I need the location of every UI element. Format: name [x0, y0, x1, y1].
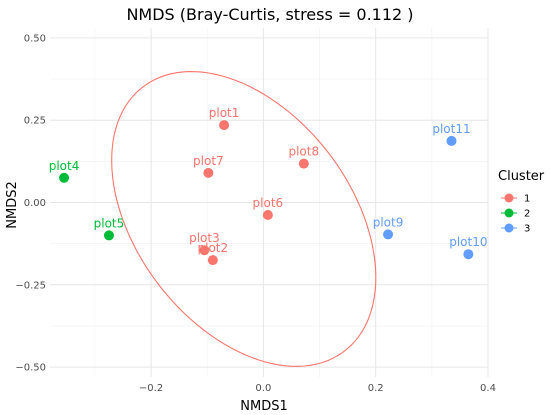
point-plot5 — [103, 230, 114, 241]
point-plot2 — [207, 255, 218, 266]
y-tick-label: 0.50 — [24, 33, 46, 44]
legend-key-point — [504, 208, 514, 218]
legend-entries: 1 2 3 — [501, 193, 530, 235]
point-label-plot3: plot3 — [189, 231, 220, 245]
y-tick-label: −0.50 — [15, 363, 46, 374]
x-tick-label: 0.2 — [368, 383, 384, 394]
ellipse-layer — [111, 71, 377, 367]
points-layer — [59, 120, 474, 266]
y-tick-label: −0.25 — [15, 280, 46, 291]
x-tick-label: 0.0 — [255, 383, 271, 394]
point-label-plot8: plot8 — [288, 145, 319, 159]
y-axis-title: NMDS2 — [5, 181, 20, 228]
y-tick-label: 0.25 — [24, 116, 46, 127]
point-label-plot2: plot2 — [198, 241, 229, 255]
x-tick-label: −0.2 — [139, 383, 163, 394]
legend-key-point — [504, 223, 514, 233]
point-plot11 — [446, 135, 457, 146]
point-label-plot9: plot9 — [373, 215, 404, 229]
point-label-plot11: plot11 — [432, 122, 470, 136]
x-tick-labels: −0.2 0.0 0.2 0.4 — [139, 383, 496, 394]
y-tick-labels: −0.50 −0.25 0.00 0.25 0.50 — [15, 33, 46, 373]
point-label-plot1: plot1 — [209, 106, 240, 120]
legend-title: Cluster — [498, 169, 545, 184]
point-label-plot4: plot4 — [49, 159, 80, 173]
point-plot3 — [199, 245, 210, 256]
y-tick-label: 0.00 — [24, 198, 46, 209]
point-label-plot7: plot7 — [193, 154, 224, 168]
point-label-plot6: plot6 — [253, 196, 284, 210]
x-axis-title: NMDS1 — [240, 399, 287, 414]
point-plot1 — [219, 120, 230, 131]
point-plot6 — [262, 210, 273, 221]
legend-entry-label: 2 — [524, 209, 530, 220]
point-label-plot5: plot5 — [94, 216, 125, 230]
point-label-plot10: plot10 — [449, 235, 487, 249]
chart-title: NMDS (Bray-Curtis, stress = 0.112 ) — [126, 5, 413, 24]
point-plot10 — [463, 249, 474, 260]
point-plot9 — [383, 229, 394, 240]
x-tick-label: 0.4 — [480, 383, 496, 394]
legend: Cluster 1 2 3 — [498, 169, 545, 235]
legend-entry-label: 1 — [524, 194, 530, 205]
grid — [50, 28, 489, 377]
legend-entry-label: 3 — [524, 224, 530, 235]
point-plot4 — [59, 172, 70, 183]
point-plot7 — [203, 167, 214, 178]
point-plot8 — [298, 158, 309, 169]
legend-key-point — [504, 193, 514, 203]
cluster-1-ellipse — [111, 71, 377, 367]
